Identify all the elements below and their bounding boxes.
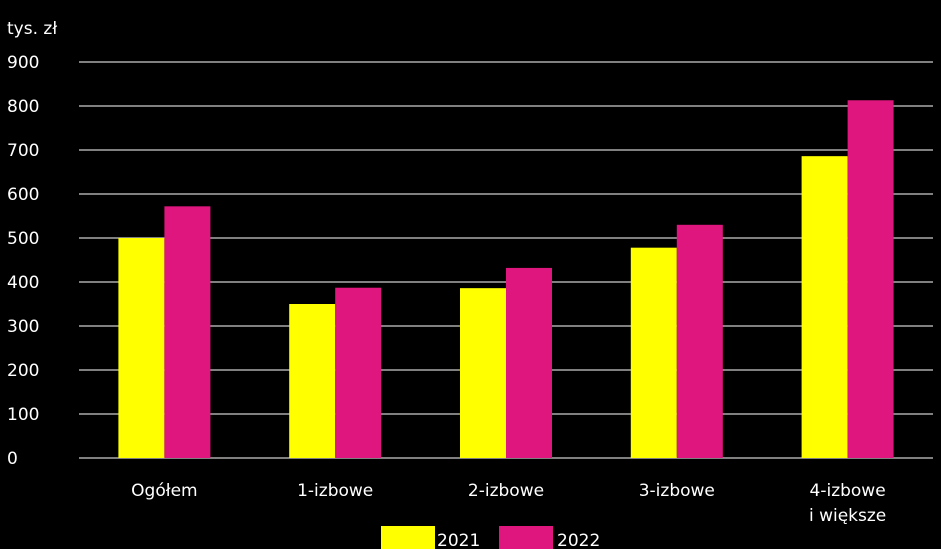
y-tick-label-700: 700 bbox=[7, 141, 39, 161]
y-tick-label-800: 800 bbox=[7, 97, 39, 117]
y-tick-label-100: 100 bbox=[7, 405, 39, 425]
bar-2022-0 bbox=[164, 206, 211, 458]
y-tick-label-200: 200 bbox=[7, 361, 39, 381]
bar-2021-3 bbox=[630, 247, 677, 458]
y-axis-tick-labels: 0 100 200 300 400 500 600 700 800 900 bbox=[7, 53, 39, 469]
y-tick-label-600: 600 bbox=[7, 185, 39, 205]
y-tick-label-0: 0 bbox=[7, 449, 18, 469]
x-axis-category-labels: Ogółem 1-izbowe 2-izbowe 3-izbowe 4-izbowe i … bbox=[131, 481, 886, 526]
y-axis-unit-label: tys. zł bbox=[7, 19, 57, 39]
bars bbox=[118, 100, 894, 458]
legend: 2021 2022 bbox=[381, 526, 600, 549]
legend-label-2022: 2022 bbox=[557, 531, 600, 549]
y-tick-label-500: 500 bbox=[7, 229, 39, 249]
y-tick-label-400: 400 bbox=[7, 273, 39, 293]
legend-swatch-2022 bbox=[499, 526, 553, 549]
bar-2022-3 bbox=[676, 224, 723, 458]
bar-2022-1 bbox=[335, 287, 382, 458]
x-category-label-4: 4-izbowe i większe bbox=[809, 481, 886, 526]
legend-label-2021: 2021 bbox=[437, 531, 480, 549]
x-category-label-3: 3-izbowe bbox=[639, 481, 715, 501]
bar-2021-4 bbox=[801, 156, 848, 458]
bar-2021-0 bbox=[118, 238, 165, 458]
x-category-label-2: 2-izbowe bbox=[468, 481, 544, 501]
x-category-label-1: 1-izbowe bbox=[297, 481, 373, 501]
x-category-label-0: Ogółem bbox=[131, 481, 197, 501]
bar-2021-2 bbox=[460, 288, 506, 458]
y-tick-label-300: 300 bbox=[7, 317, 39, 337]
bar-2022-2 bbox=[506, 267, 552, 458]
bar-2021-1 bbox=[289, 304, 336, 458]
y-tick-label-900: 900 bbox=[7, 53, 39, 73]
bar-2022-4 bbox=[847, 100, 894, 458]
legend-swatch-2021 bbox=[381, 526, 435, 549]
